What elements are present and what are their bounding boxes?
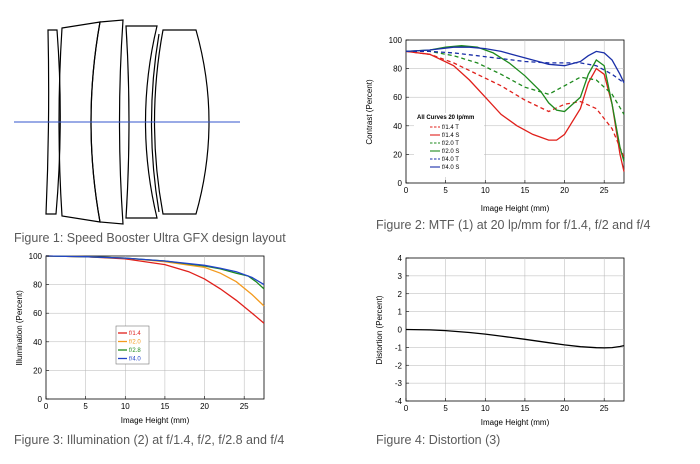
legend-label-5: f/4.0 S <box>442 165 459 171</box>
series-line-1 <box>405 50 625 172</box>
y-tick-label: 3 <box>398 272 403 281</box>
x-tick-label: 20 <box>200 402 209 411</box>
x-tick-label: 0 <box>404 404 409 413</box>
x-tick-label: 25 <box>600 186 609 195</box>
y-axis-label: Contrast (Percent) <box>365 79 374 145</box>
legend-box <box>414 113 484 177</box>
y-tick-label: 0 <box>398 179 403 188</box>
series-line-3 <box>405 45 625 162</box>
legend-label-1: f/2.0 <box>129 340 141 346</box>
x-tick-label: 0 <box>404 186 409 195</box>
y-tick-label: 4 <box>398 254 403 263</box>
series-line-0 <box>405 328 625 349</box>
lens-layout-diagram <box>14 19 240 225</box>
x-tick-label: 10 <box>121 402 130 411</box>
x-tick-label: 5 <box>443 404 448 413</box>
y-tick-label: 100 <box>29 252 43 261</box>
y-tick-label: 0 <box>398 326 403 335</box>
legend-box <box>115 325 150 365</box>
distortion-chart: 0 5 10 15 20 25 -4 -3 -2 -1 0 1 2 3 4 Image Height (mm… <box>375 254 625 427</box>
y-tick-label: 1 <box>398 308 403 317</box>
x-tick-label: 5 <box>443 186 448 195</box>
x-tick-label: 25 <box>600 404 609 413</box>
series-line-3 <box>45 255 265 286</box>
lens-element-3 <box>90 19 124 225</box>
series-line-0 <box>405 50 625 158</box>
y-tick-label: -2 <box>395 361 403 370</box>
x-tick-label: 5 <box>83 402 88 411</box>
y-tick-label: -1 <box>395 343 403 352</box>
legend-label-1: f/1.4 S <box>442 133 459 139</box>
y-tick-label: 60 <box>33 309 42 318</box>
figure-1-caption: Figure 1: Speed Booster Ultra GFX design… <box>14 231 286 245</box>
lens-element-6 <box>153 29 210 215</box>
y-tick-label: 100 <box>389 36 403 45</box>
x-tick-label: 15 <box>520 186 529 195</box>
mtf-chart: 0 5 10 15 20 25 0 20 40 60 80 100 Image Height (mm)… <box>365 36 625 213</box>
y-tick-label: 40 <box>33 338 42 347</box>
y-tick-label: 20 <box>33 366 42 375</box>
legend-label-2: f/2.0 T <box>442 141 459 147</box>
legend: f/1.4 f/2.0 f/2.8 f/4.0 <box>115 325 150 365</box>
y-axis-label: Illumination (Percent) <box>15 290 24 366</box>
x-tick-label: 15 <box>160 402 169 411</box>
y-tick-label: -4 <box>395 397 403 406</box>
x-tick-label: 20 <box>560 186 569 195</box>
series-line-4 <box>406 50 625 84</box>
illumination-chart: 0 5 10 15 20 25 0 20 40 60 80 100 Image Height (mm)… <box>15 252 265 425</box>
y-tick-label: -3 <box>395 379 403 388</box>
x-tick-label: 20 <box>560 404 569 413</box>
y-axis-label: Distortion (Percent) <box>375 295 384 364</box>
y-tick-label: 60 <box>393 93 402 102</box>
x-tick-label: 15 <box>520 404 529 413</box>
legend-label-0: f/1.4 <box>129 331 141 337</box>
x-tick-label: 10 <box>481 404 490 413</box>
x-axis-label: Image Height (mm) <box>121 416 190 425</box>
x-tick-label: 0 <box>44 402 49 411</box>
x-axis-label: Image Height (mm) <box>481 418 550 427</box>
legend-label-3: f/4.0 <box>129 357 141 363</box>
figure-4-caption: Figure 4: Distortion (3) <box>376 433 501 447</box>
x-tick-label: 25 <box>240 402 249 411</box>
legend-label-4: f/4.0 T <box>442 157 459 163</box>
legend-label-2: f/2.8 <box>129 348 141 354</box>
series-line-2 <box>406 50 625 115</box>
x-tick-label: 10 <box>481 186 490 195</box>
lens-element-4 <box>125 25 158 219</box>
figure-3-caption: Figure 3: Illumination (2) at f/1.4, f/2… <box>14 433 285 447</box>
y-tick-label: 2 <box>398 290 403 299</box>
legend-title: All Curves 20 lp/mm <box>417 115 474 121</box>
legend-label-3: f/2.0 S <box>442 149 459 155</box>
y-tick-label: 80 <box>393 65 402 74</box>
legend: All Curves 20 lp/mm f/1.4 T f/1.4 S f/2.0 … <box>414 113 484 177</box>
y-tick-label: 20 <box>393 150 402 159</box>
y-tick-label: 40 <box>393 122 402 131</box>
figure-2-caption: Figure 2: MTF (1) at 20 lp/mm for f/1.4,… <box>376 218 651 232</box>
plot-area <box>45 255 265 400</box>
x-axis-label: Image Height (mm) <box>481 204 550 213</box>
series-line-5 <box>405 46 625 84</box>
y-tick-label: 0 <box>38 395 43 404</box>
legend-label-0: f/1.4 T <box>442 125 459 131</box>
y-tick-label: 80 <box>33 281 42 290</box>
